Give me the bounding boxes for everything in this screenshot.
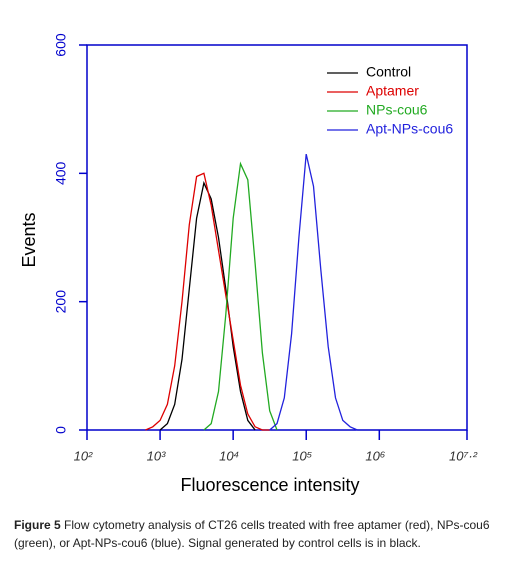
- series-line: [145, 172, 270, 431]
- y-tick-label: 0: [53, 426, 69, 434]
- legend-label: Control: [366, 64, 411, 80]
- x-tick-label: 10²: [74, 448, 93, 463]
- y-tick-label: 200: [53, 290, 69, 314]
- x-tick-label: 10⁷·²: [449, 448, 478, 463]
- series-line: [269, 153, 358, 431]
- legend-label: Apt-NPs-cou6: [366, 121, 453, 137]
- y-axis-label: Events: [19, 212, 39, 267]
- x-axis-label: Fluorescence intensity: [180, 475, 359, 495]
- caption: Figure 5 Flow cytometry analysis of CT26…: [14, 516, 500, 552]
- chart: Events Fluorescence intensity 0 200 400 600…: [19, 33, 478, 495]
- y-tick-label: 600: [53, 33, 69, 57]
- legend-label: NPs-cou6: [366, 102, 428, 118]
- x-tick-label: 10⁵: [292, 448, 312, 463]
- x-tick-label: 10⁶: [365, 448, 385, 463]
- legend-label: Aptamer: [366, 83, 419, 99]
- y-tick-label: 400: [53, 161, 69, 185]
- caption-label: Figure 5: [14, 518, 61, 532]
- caption-text: Flow cytometry analysis of CT26 cells tr…: [14, 518, 490, 550]
- series-line: [159, 180, 256, 431]
- x-tick-label: 10³: [147, 448, 166, 463]
- x-tick-label: 10⁴: [219, 448, 239, 463]
- series-line: [203, 161, 278, 431]
